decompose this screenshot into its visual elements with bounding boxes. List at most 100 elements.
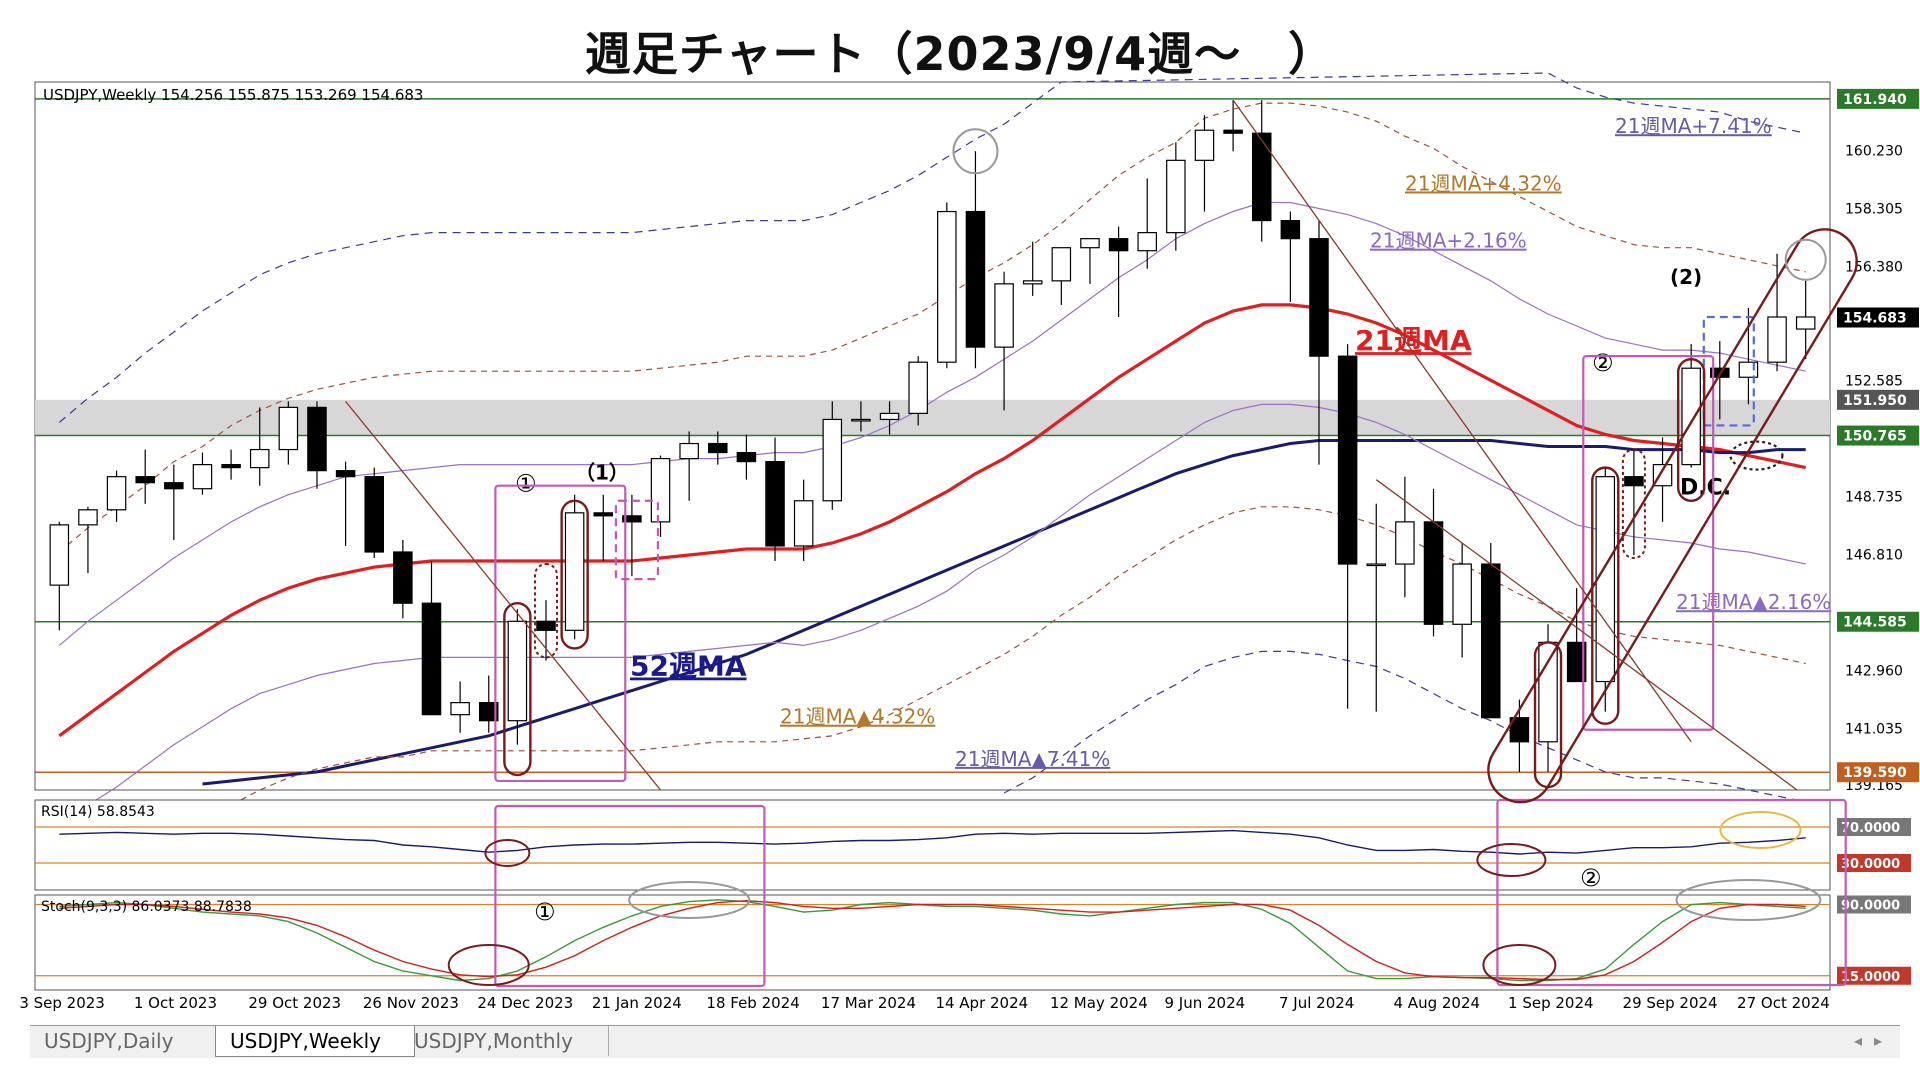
label-paren-1: （1） [575,461,629,485]
rsi-ellipse-3 [1719,811,1802,849]
ma-line-6 [58,72,1806,423]
level-badge [1837,966,1911,985]
rsi-ellipse-1 [484,839,531,867]
candle-body [1595,476,1616,683]
label-ma-minus-2: 21週MA▲2.16% [1676,590,1831,614]
tab-usdjpy-weekly[interactable]: USDJPY,Weekly [215,1026,415,1057]
candle-18 [564,494,585,640]
candle-body [536,620,556,631]
tab-label: USDJPY,Monthly [414,1029,573,1053]
candle-16 [507,609,528,745]
x-tick-label-13: 1 Sep 2024 [1508,994,1594,1012]
y-tick-label-10: 156.380 [1845,259,1903,275]
candle-body [421,602,442,716]
chart-title-text: 週足チャート（2023/9/4週～ ） [564,27,1356,88]
osc-box-2 [1496,798,1847,987]
candle-49 [1452,542,1472,658]
candle-61 [1795,280,1816,360]
candle-45 [1337,344,1358,709]
tab-usdjpy-monthly[interactable]: USDJPY,Monthly [400,1026,609,1056]
candle-body [106,476,127,511]
stoch-level-badge-0: 90.0000 [1837,895,1911,914]
candle-4 [164,464,184,540]
candle-body [221,464,241,469]
candle-body [1223,129,1243,134]
capsule-2b [1591,466,1620,725]
candle-35 [1051,247,1072,305]
candle-body [1767,316,1787,363]
label-circle-1: ① [515,470,537,498]
tick-badge-text: 150.765 [1843,429,1907,445]
ma-line-7 [1003,650,1806,803]
y-tick-highlight-1: 154.683 [1837,307,1919,328]
tab-scroll-arrows[interactable]: ◂▸ [1853,1031,1894,1050]
candle-60 [1767,253,1787,372]
rsi-level-badge-1: 30.0000 [1837,854,1911,872]
candle-body [135,476,155,484]
candle-body [507,620,528,722]
y-tick-highlight-2: 151.950 [1837,389,1919,410]
dotted-capsule-1 [534,563,559,659]
candle-22 [679,431,699,501]
candle-body [1251,132,1272,222]
y-tick-label-8: 152.585 [1845,374,1903,390]
candle-42 [1251,100,1272,242]
candle-body [1080,238,1100,249]
level-badge-text: 70.0000 [1841,821,1900,836]
candle-36 [1080,238,1100,284]
ma-line-0 [58,303,1807,738]
candle-13 [421,561,442,716]
candle-54 [1595,467,1616,712]
candle-body [307,406,327,472]
tick-badge-text: 151.950 [1843,393,1907,409]
label-ma-plus-2: 21週MA+2.16% [1370,229,1527,253]
label-circle-2: ② [1592,349,1614,377]
candle-56 [1652,437,1673,522]
tab-usdjpy-daily[interactable]: USDJPY,Daily [30,1026,229,1056]
x-tick-label-5: 21 Jan 2024 [592,994,682,1012]
candle-body [1337,355,1358,565]
candle-32 [965,151,986,369]
candle-46 [1366,503,1387,712]
x-tick-label-2: 29 Oct 2023 [248,994,341,1012]
rsi-frame [34,799,1831,891]
top-circle-2 [1784,238,1827,281]
box-paren-1 [614,499,659,581]
level-badge [1837,895,1911,914]
y-tick-label-4: 146.810 [1845,548,1903,564]
candle-33 [994,271,1014,411]
x-tick-label-4: 24 Dec 2023 [477,994,573,1012]
x-tick-label-0: 3 Sep 2023 [19,994,105,1012]
tick-badge-text: 139.590 [1843,765,1907,781]
candle-44 [1309,220,1329,465]
candle-55 [1624,449,1644,556]
x-tick-label-8: 14 Apr 2024 [935,994,1028,1012]
candle-14 [450,681,470,733]
stoch-frame [34,894,1831,991]
dotted-capsule-2 [1621,448,1646,560]
candle-15 [478,675,499,733]
candle-body [1509,717,1530,743]
label-ma-plus-7: 21週MA+7.41% [1615,114,1772,138]
x-tick-label-12: 4 Aug 2024 [1394,994,1481,1012]
label-ma-minus-7: 21週MA▲7.41% [955,747,1110,771]
x-tick-label-10: 9 Jun 2024 [1164,994,1245,1012]
tab-label: USDJPY,Weekly [230,1029,382,1053]
candle-body [965,210,986,348]
trendline-down-2 [1232,99,1692,743]
price-panel: USDJPY,Weekly 154.256 155.875 153.269 15… [34,72,1919,806]
level-badge [1837,854,1911,872]
osc-box-1 [494,804,766,988]
candle-7 [249,407,270,486]
candle-body [736,451,757,463]
candle-29 [879,401,900,435]
label-ma-minus-4: 21週MA▲4.32% [780,705,935,729]
candle-body [593,512,614,517]
candle-body [708,442,728,454]
candle-body [1022,280,1043,285]
candle-28 [851,401,871,432]
candle-30 [908,356,928,426]
y-tick-label-11: 158.305 [1845,201,1903,217]
tick-badge [1837,611,1919,632]
ma-line-3 [87,403,1806,806]
